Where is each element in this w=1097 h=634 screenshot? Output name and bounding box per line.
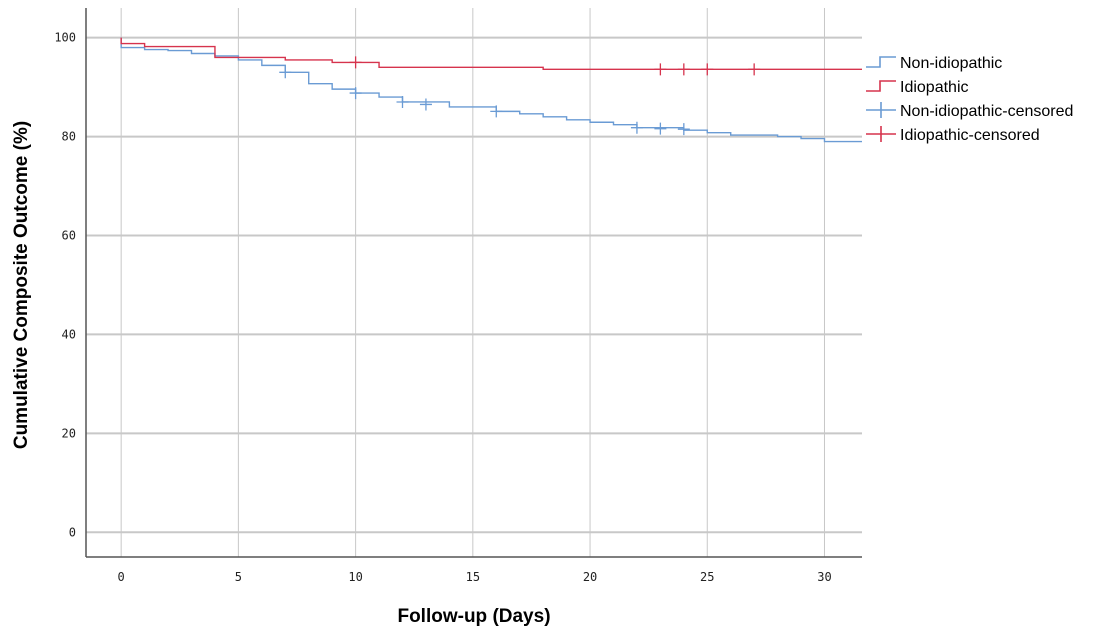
series-lines	[121, 38, 862, 142]
x-tick-label: 0	[118, 570, 125, 584]
legend-symbol	[866, 102, 896, 118]
censor-mark	[654, 123, 666, 135]
x-tick-label: 15	[466, 570, 480, 584]
legend-label: Non-idiopathic	[900, 55, 1002, 72]
y-tick-label: 0	[69, 525, 76, 539]
y-axis-title: Cumulative Composite Outcome (%)	[11, 121, 32, 449]
censor-mark	[420, 98, 432, 110]
legend-label: Idiopathic	[900, 79, 969, 96]
censor-mark	[748, 63, 760, 75]
censor-mark	[279, 66, 291, 78]
legend-symbol	[866, 57, 896, 67]
censor-mark	[350, 56, 362, 68]
censor-marks	[279, 56, 760, 135]
censor-mark	[631, 122, 643, 134]
series-line	[121, 38, 862, 142]
x-tick-label: 10	[348, 570, 362, 584]
legend-label: Idiopathic-censored	[900, 127, 1040, 144]
y-tick-label: 100	[54, 31, 76, 45]
grid-lines	[86, 8, 862, 557]
y-tick-label: 60	[62, 229, 76, 243]
censor-mark	[701, 63, 713, 75]
censor-mark	[678, 63, 690, 75]
censor-mark	[396, 96, 408, 108]
y-tick-label: 80	[62, 130, 76, 144]
legend-label: Non-idiopathic-censored	[900, 103, 1073, 120]
censor-mark	[678, 123, 690, 135]
series-line	[121, 38, 862, 70]
x-tick-label: 25	[700, 570, 714, 584]
axes	[86, 8, 862, 557]
censor-mark	[654, 63, 666, 75]
tick-labels: 0 5 10 15 20 25 30 0 20 40 60 80 100	[54, 31, 831, 584]
x-tick-label: 20	[583, 570, 597, 584]
y-tick-label: 20	[62, 426, 76, 440]
legend-symbol	[866, 126, 896, 142]
x-tick-label: 30	[817, 570, 831, 584]
legend-symbol	[866, 81, 896, 91]
y-tick-label: 40	[62, 327, 76, 341]
x-tick-label: 5	[235, 570, 242, 584]
x-axis-title: Follow-up (Days)	[397, 606, 550, 627]
legend: Non-idiopathic Idiopathic Non-idiopathic-c…	[866, 55, 1073, 144]
